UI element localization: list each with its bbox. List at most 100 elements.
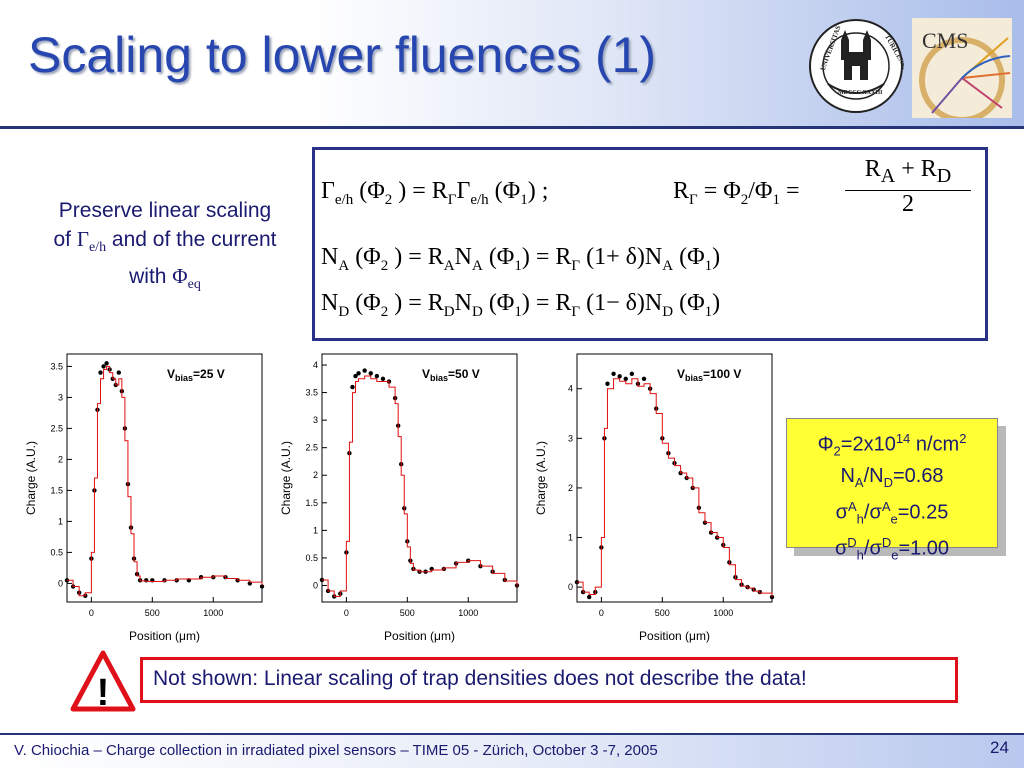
phi-symbol: Φ bbox=[172, 264, 188, 289]
page-number: 24 bbox=[990, 738, 1009, 757]
fraction-denominator: 2 bbox=[845, 189, 971, 218]
x-tick-label: 0 bbox=[344, 608, 349, 618]
x-axis-label: Position (μm) bbox=[639, 629, 710, 643]
equation-donor-scaling: ND (Φ2 ) = RDND (Φ1) = RΓ (1− δ)ND (Φ1) bbox=[321, 290, 721, 320]
y-tick-label: 4 bbox=[568, 384, 573, 394]
simulation-line bbox=[67, 365, 263, 597]
footer-bar bbox=[0, 735, 1024, 768]
parameter-box: Φ2=2x1014 n/cm2 NA/ND=0.68 σAh/σAe=0.25 … bbox=[786, 418, 998, 563]
y-tick-label: 1 bbox=[568, 533, 573, 543]
y-axis-label: Charge (A.U.) bbox=[280, 441, 293, 515]
y-tick-label: 2 bbox=[313, 470, 318, 480]
description-line-2-prefix: of bbox=[53, 228, 77, 251]
data-point bbox=[98, 370, 103, 375]
simulation-line bbox=[322, 375, 518, 597]
x-tick-label: 500 bbox=[655, 608, 670, 618]
y-tick-label: 0.5 bbox=[50, 547, 63, 557]
footer-rule bbox=[0, 733, 1024, 735]
y-tick-label: 2 bbox=[568, 483, 573, 493]
cms-logo-icon: CMS bbox=[912, 18, 1012, 118]
data-point bbox=[368, 371, 373, 376]
phi-subscript: eq bbox=[187, 277, 201, 293]
y-tick-label: 0 bbox=[313, 580, 318, 590]
data-point bbox=[611, 371, 616, 377]
data-point bbox=[629, 371, 635, 377]
y-tick-label: 1 bbox=[58, 516, 63, 526]
data-point bbox=[374, 373, 380, 379]
y-tick-label: 3.5 bbox=[305, 388, 318, 398]
equation-r-gamma: RΓ = Φ2/Φ1 = bbox=[673, 178, 800, 208]
data-point bbox=[617, 374, 622, 379]
data-point bbox=[259, 584, 265, 589]
y-tick-label: 1 bbox=[313, 525, 318, 535]
fraction-numerator: RA + RD bbox=[864, 156, 952, 187]
description-line-3-prefix: with bbox=[129, 265, 173, 289]
seal-year: MDCCC XXXIII bbox=[838, 90, 883, 96]
gamma-symbol: Γ bbox=[76, 227, 89, 251]
x-tick-label: 500 bbox=[145, 608, 160, 618]
y-tick-label: 1.5 bbox=[305, 498, 318, 508]
data-point bbox=[380, 376, 386, 381]
data-point bbox=[116, 370, 121, 375]
equation-gamma-scaling: Γe/h (Φ2 ) = RΓΓe/h (Φ1) ; bbox=[321, 178, 549, 208]
footer-text: V. Chiochia – Charge collection in irrad… bbox=[14, 742, 658, 759]
param-fluence: Φ2=2x1014 n/cm2 bbox=[817, 431, 967, 459]
y-tick-label: 4 bbox=[313, 360, 318, 370]
data-point bbox=[350, 384, 355, 390]
data-point bbox=[641, 376, 647, 381]
note-text: Not shown: Linear scaling of trap densit… bbox=[153, 667, 807, 690]
equation-fraction: RA + RD 2 bbox=[845, 156, 971, 218]
data-point bbox=[605, 381, 610, 386]
note-box: Not shown: Linear scaling of trap densit… bbox=[140, 657, 958, 703]
plot-frame bbox=[576, 353, 773, 603]
y-tick-label: 2.5 bbox=[305, 443, 318, 453]
y-tick-label: 0 bbox=[568, 582, 573, 592]
equation-acceptor-scaling: NA (Φ2 ) = RANA (Φ1) = RΓ (1+ δ)NA (Φ1) bbox=[321, 244, 721, 274]
x-tick-label: 500 bbox=[400, 608, 415, 618]
y-tick-label: 3 bbox=[568, 433, 573, 443]
x-axis-label: Position (μm) bbox=[384, 629, 455, 643]
y-tick-label: 0.5 bbox=[305, 553, 318, 563]
y-tick-label: 3 bbox=[313, 415, 318, 425]
param-sigma-acceptor: σAh/σAe=0.25 bbox=[835, 498, 949, 527]
description-line-1: Preserve linear scaling bbox=[58, 199, 272, 222]
y-tick-label: 3 bbox=[58, 392, 63, 402]
simulation-line bbox=[577, 378, 773, 598]
plot-frame bbox=[66, 353, 263, 603]
y-tick-label: 2 bbox=[58, 454, 63, 464]
y-axis-label: Charge (A.U.) bbox=[535, 441, 548, 515]
data-point bbox=[104, 361, 109, 366]
university-seal-icon: UNIVERSITAS TURICENSIS MDCCC XXXIII bbox=[809, 19, 904, 113]
data-point bbox=[353, 373, 358, 379]
equation-box: Γe/h (Φ2 ) = RΓΓe/h (Φ1) ; RΓ = Φ2/Φ1 = … bbox=[312, 147, 988, 341]
warning-triangle-icon: ! bbox=[70, 650, 136, 712]
x-axis-label: Position (μm) bbox=[129, 629, 200, 643]
x-tick-label: 1000 bbox=[458, 608, 478, 618]
data-point bbox=[362, 368, 367, 373]
data-point bbox=[356, 371, 361, 376]
data-point bbox=[623, 376, 628, 381]
y-axis-label: Charge (A.U.) bbox=[25, 441, 38, 515]
y-tick-label: 2.5 bbox=[50, 423, 63, 433]
plot-frame bbox=[321, 353, 518, 603]
x-tick-label: 0 bbox=[89, 608, 94, 618]
description-line-2-suffix: and of the current bbox=[106, 228, 277, 251]
x-tick-label: 0 bbox=[599, 608, 604, 618]
slide-title: Scaling to lower fluences (1) bbox=[28, 27, 657, 83]
x-tick-label: 1000 bbox=[713, 608, 733, 618]
y-tick-label: 1.5 bbox=[50, 485, 63, 495]
gamma-subscript: e/h bbox=[88, 240, 107, 256]
data-point bbox=[101, 364, 106, 369]
param-sigma-donor: σDh/σDe=1.00 bbox=[834, 535, 950, 563]
data-point bbox=[586, 594, 592, 600]
y-tick-label: 0 bbox=[58, 578, 63, 588]
warning-exclamation: ! bbox=[97, 672, 110, 712]
cms-logo-text: CMS bbox=[922, 28, 968, 53]
y-tick-label: 3.5 bbox=[50, 361, 63, 371]
scaling-description: Preserve linear scaling of Γe/h and of t… bbox=[20, 196, 310, 299]
title-underline bbox=[0, 126, 1024, 129]
param-na-nd-ratio: NA/ND=0.68 bbox=[840, 464, 944, 490]
